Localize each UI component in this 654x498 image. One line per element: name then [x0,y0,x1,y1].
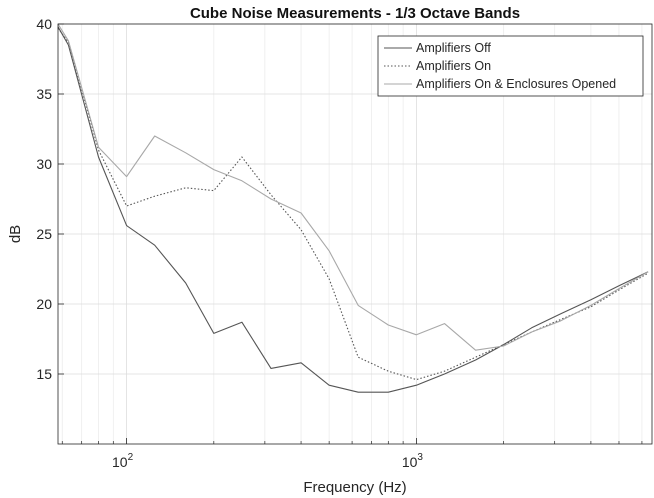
legend-entry-amplifiers-off: Amplifiers Off [416,41,491,55]
legend-entry-enclosures-opened: Amplifiers On & Enclosures Opened [416,77,616,91]
y-tick-labels: 15 20 25 30 35 40 [36,16,52,382]
legend-box [377,35,644,97]
y-axis-label: dB [7,225,24,243]
y-tick-label: 35 [36,86,52,102]
chart-title: Cube Noise Measurements - 1/3 Octave Ban… [190,5,520,22]
plot-box [57,23,653,445]
series-line-enclosures-opened [57,23,649,351]
series-layer [57,23,649,393]
major-grid [58,23,652,444]
y-tick-label: 15 [36,366,52,382]
x-axis-label: Frequency (Hz) [303,479,406,496]
series-line-amplifiers-on [57,27,649,381]
y-tick-label: 40 [36,16,52,32]
x-tick-label: 102 [112,452,134,470]
y-tick-label: 20 [36,296,52,312]
y-tick-label: 30 [36,156,52,172]
legend-entry-amplifiers-on: Amplifiers On [416,59,491,73]
y-tick-label: 25 [36,226,52,242]
series-line-amplifiers-off [57,26,649,393]
legend: Amplifiers Off Amplifiers On Amplifiers … [377,35,644,97]
x-tick-label: 103 [402,452,424,470]
x-tick-labels: 102 103 [112,452,423,470]
